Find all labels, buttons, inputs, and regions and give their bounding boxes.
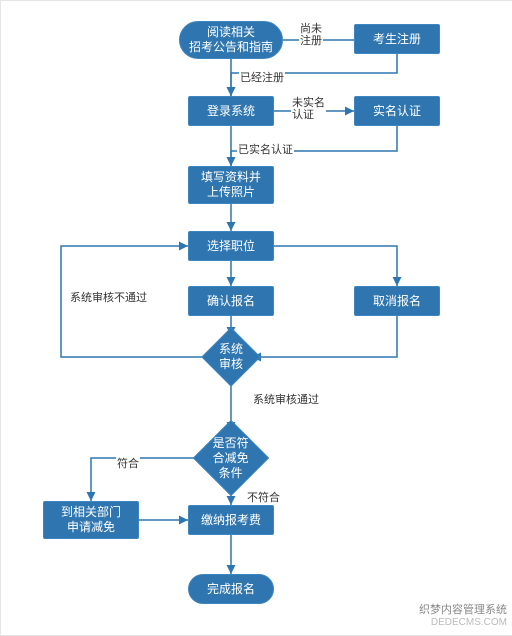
node-pay-fee: 缴纳报考费 [188,505,274,535]
node-system-audit: 系统审核 [201,327,260,386]
node-register: 考生注册 [354,24,440,54]
label-not-qualify: 不符合 [246,489,281,505]
label-qualify: 符合 [116,455,140,471]
label-audit-pass: 系统审核通过 [252,391,320,407]
node-select-position: 选择职位 [188,231,274,261]
node-realname-auth: 实名认证 [354,96,440,126]
flowchart-canvas: 阅读相关招考公告和指南 考生注册 登录系统 实名认证 填写资料并上传照片 选择职… [0,0,512,636]
watermark: 织梦内容管理系统 DEDECMS.COM [419,604,507,629]
node-confirm-apply: 确认报名 [188,286,274,316]
node-cancel-apply: 取消报名 [354,286,440,316]
label-registered: 已经注册 [239,69,285,85]
node-complete: 完成报名 [188,574,274,604]
label-audit-fail: 系统审核不通过 [69,289,148,305]
node-exempt-check: 是否符合减免条件 [193,420,269,496]
node-apply-exempt: 到相关部门申请减免 [43,501,139,539]
node-fill-info: 填写资料并上传照片 [188,166,274,204]
label-not-registered: 尚未注册 [299,23,323,47]
label-realname-done: 已实名认证 [237,141,294,157]
node-read-announcement: 阅读相关招考公告和指南 [179,21,283,59]
label-not-realname: 未实名认证 [291,97,326,121]
node-login: 登录系统 [188,96,274,126]
